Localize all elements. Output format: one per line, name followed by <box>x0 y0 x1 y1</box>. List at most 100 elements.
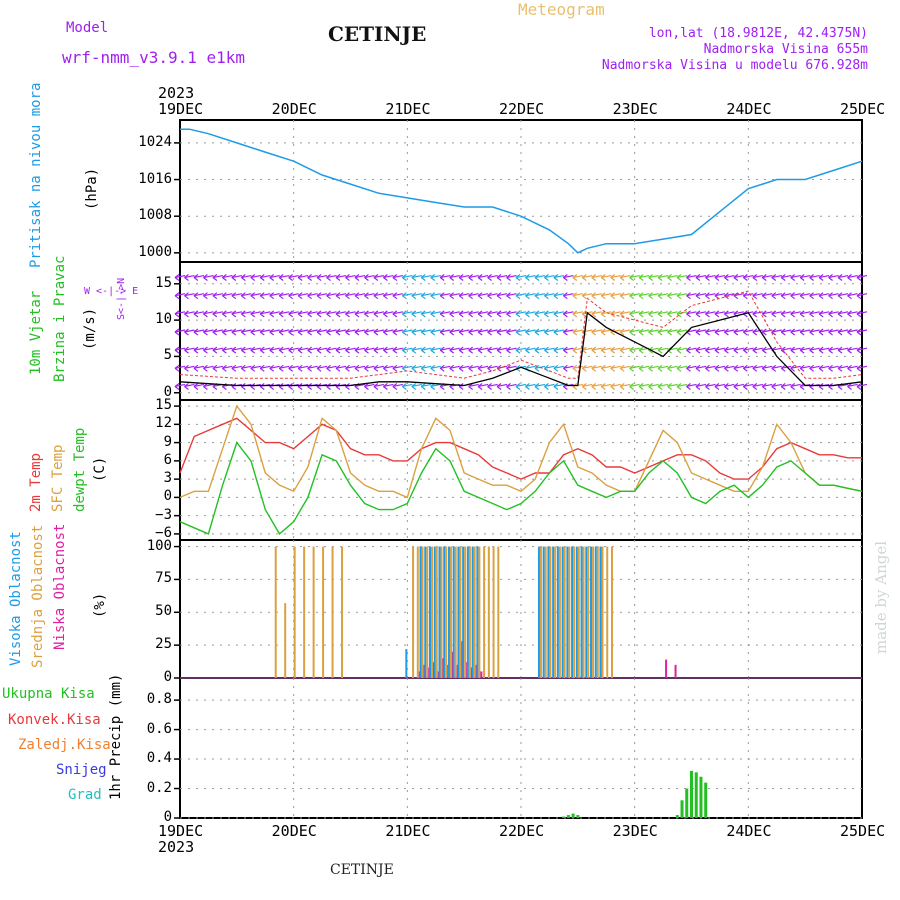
wind-arrow <box>241 293 252 297</box>
cloud-mid-bar <box>331 546 334 678</box>
cloud-high-bar <box>466 546 469 678</box>
wind-arrow <box>629 347 640 351</box>
legend-freezing-rain: Zaledj.Kisa <box>18 737 111 753</box>
wind-arrow-head <box>401 292 407 300</box>
wind-arrow <box>818 347 830 351</box>
cloud-mid-bar <box>592 546 595 678</box>
wind-arrow <box>724 329 735 333</box>
wind-arrow-head <box>638 364 644 372</box>
wind-arrow-head <box>724 328 729 336</box>
wind-arrow-head <box>288 364 294 372</box>
cloud-mid-bar <box>587 546 590 678</box>
wind-arrow <box>847 274 858 279</box>
wind-arrow <box>809 329 820 333</box>
wind-arrow-head <box>496 274 502 282</box>
wind-arrow <box>477 329 489 333</box>
wind-arrow <box>695 347 707 351</box>
wind-arrow-head <box>610 292 616 300</box>
wind-arrow-head <box>468 346 473 354</box>
wind-arrow-head <box>790 382 796 390</box>
wind-arrow-head <box>847 382 852 390</box>
wind-arrow <box>316 293 328 297</box>
wind-arrow <box>241 311 252 315</box>
wind-arrow <box>487 293 498 297</box>
wind-arrow-head <box>316 346 322 354</box>
cloud-mid-bar <box>487 546 490 678</box>
wind-arrow-head <box>534 292 540 300</box>
wind-arrow <box>241 365 252 369</box>
wind-arrow <box>402 329 413 333</box>
wind-arrow <box>582 347 593 351</box>
wind-arrow <box>591 365 602 369</box>
wind-arrow-head <box>600 328 606 336</box>
wind-arrow-head <box>184 310 189 318</box>
wind-gust-line <box>179 290 863 379</box>
wind-arrow-head <box>847 274 852 282</box>
wind-arrow <box>373 293 385 297</box>
cloud-high-bar <box>424 546 427 678</box>
wind-arrow <box>648 274 659 279</box>
wind-arrow <box>648 293 659 297</box>
cloud-mid-bar <box>606 546 609 678</box>
wind-arrow-head <box>515 292 521 300</box>
wind-arrow-head <box>648 310 653 318</box>
cloud-mid-bar <box>558 546 561 678</box>
wind-arrow <box>279 365 290 369</box>
wind-arrow-head <box>259 364 265 372</box>
wind-arrow-head <box>544 274 549 282</box>
wind-arrow-head <box>780 364 786 372</box>
wind-arrow-head <box>761 328 767 336</box>
wind-arrow <box>193 293 205 297</box>
wind-arrow-head <box>174 310 180 318</box>
wind-arrow <box>373 274 385 279</box>
cloud-mid-bar <box>573 546 576 678</box>
wind-arrow <box>771 383 782 388</box>
wind-arrow <box>705 311 716 315</box>
wind-arrow-head <box>439 292 445 300</box>
wind-arrow-head <box>354 328 360 336</box>
wind-arrow <box>809 293 820 297</box>
wind-arrow-head <box>619 310 625 318</box>
wind-arrow-head <box>761 274 767 282</box>
wind-arrow <box>515 329 527 333</box>
wind-arrow <box>828 311 839 315</box>
wind-arrow <box>316 274 328 279</box>
wind-arrow-head <box>828 310 833 318</box>
time-tick-20dec: 20DEC <box>271 822 317 840</box>
wind-arrow <box>743 293 754 297</box>
temp-ytick-label: 9 <box>163 433 172 450</box>
year-bottom: 2023 <box>158 838 195 856</box>
wind-arrow <box>354 274 366 279</box>
wind-arrow-head <box>667 382 672 390</box>
wind-arrow <box>629 383 640 388</box>
wind-arrow-head <box>307 346 312 354</box>
wind-arrow-head <box>771 274 777 282</box>
wind-arrow-head <box>392 310 398 318</box>
wind-arrow-head <box>619 346 625 354</box>
wind-arrow-head <box>354 364 360 372</box>
wind-arrow-head <box>553 382 559 390</box>
wind-arrow-head <box>184 274 189 282</box>
wind-arrow <box>572 365 583 369</box>
wind-arrow-head <box>686 310 691 318</box>
wind-arrow <box>828 274 839 279</box>
wind-arrow-head <box>563 364 568 372</box>
wind-arrow <box>430 383 441 388</box>
wind-arrow-head <box>203 328 208 336</box>
wind-arrow-head <box>496 292 502 300</box>
wind-arrow-head <box>240 310 246 318</box>
wind-arrow-head <box>799 346 805 354</box>
wind-arrow <box>440 274 451 279</box>
wind-arrow <box>648 329 659 333</box>
wind-arrow <box>856 383 868 388</box>
wind-arrow-head <box>420 364 426 372</box>
wind-arrow-head <box>790 292 796 300</box>
wind-arrow <box>335 365 347 369</box>
wind-arrow <box>639 311 650 315</box>
wind-arrow-head <box>572 346 578 354</box>
wind-arrow <box>222 293 233 297</box>
wind-arrow-head <box>506 310 511 318</box>
wind-arrow <box>781 383 792 388</box>
cloud-mid-bar <box>483 546 486 678</box>
time-tick-24dec: 24DEC <box>726 100 772 118</box>
